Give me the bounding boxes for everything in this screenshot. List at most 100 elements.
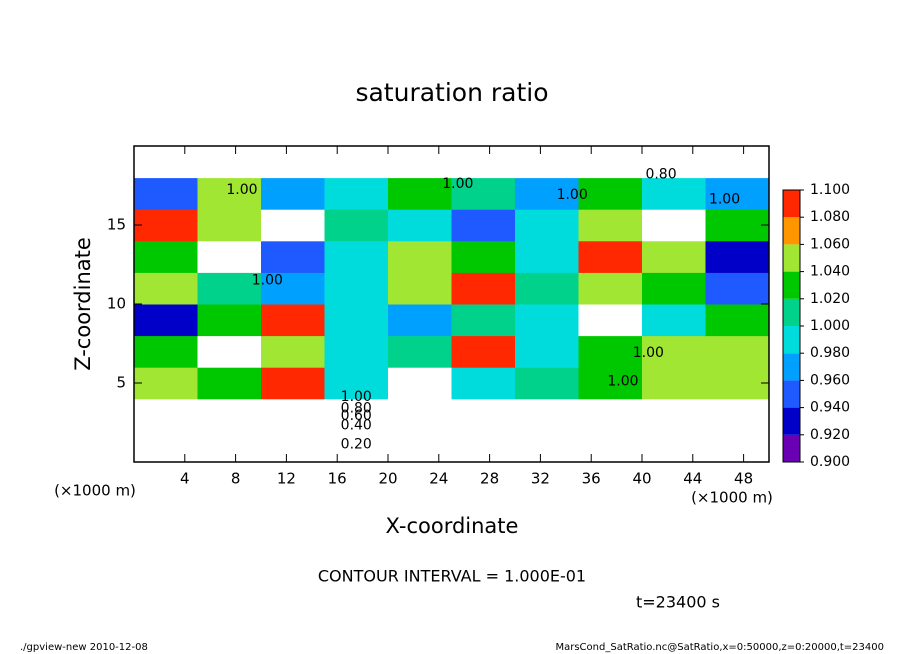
x-unit: (×1000 m) (691, 489, 773, 507)
cell (515, 304, 579, 337)
cell (515, 240, 579, 273)
cell (642, 272, 706, 305)
cell (578, 367, 643, 400)
cell (515, 209, 579, 242)
colorbar-swatch (783, 326, 800, 354)
y-tick-label: 10 (107, 295, 126, 313)
cell (197, 177, 262, 210)
chart-title: saturation ratio (355, 78, 548, 107)
cell (705, 335, 770, 368)
colorbar-label: 1.100 (810, 182, 850, 198)
cell (705, 367, 770, 400)
cell (578, 177, 643, 210)
cell (134, 272, 198, 305)
colorbar-label: 1.060 (810, 236, 850, 252)
x-tick-label: 16 (328, 470, 347, 488)
cell (324, 430, 389, 463)
contour-label: 1.00 (633, 345, 664, 361)
cell (451, 430, 516, 463)
y-tick-label: 5 (116, 374, 126, 392)
footer-right: MarsCond_SatRatio.nc@SatRatio,x=0:50000,… (555, 642, 884, 653)
cell (388, 209, 452, 242)
contour-label: 1.00 (442, 176, 473, 192)
y-tick-label: 15 (107, 216, 126, 234)
cell (515, 335, 579, 368)
cell (324, 177, 389, 210)
cell (515, 177, 579, 210)
x-tick-label: 48 (734, 470, 753, 488)
cell (324, 304, 389, 337)
contour-label: 0.40 (341, 418, 372, 434)
cell (515, 146, 579, 179)
cell (451, 240, 516, 273)
cell (261, 240, 325, 273)
cell (642, 304, 706, 337)
colorbar-label: 1.000 (810, 318, 850, 334)
cell (134, 240, 198, 273)
contour-label: 1.00 (709, 192, 740, 208)
cell (197, 367, 262, 400)
cell (451, 272, 516, 305)
time-label: t=23400 s (636, 593, 720, 612)
x-tick-label: 44 (683, 470, 702, 488)
cell (197, 146, 262, 179)
cell (578, 335, 643, 368)
cell (388, 398, 452, 431)
cell (388, 335, 452, 368)
cell (451, 398, 516, 431)
colorbar-label: 0.900 (810, 454, 850, 470)
x-axis-title: X-coordinate (386, 514, 519, 538)
cell (705, 304, 770, 337)
colorbar-label: 1.080 (810, 209, 850, 225)
colorbar-label: 1.040 (810, 264, 850, 280)
cell (261, 304, 325, 337)
cell (197, 272, 262, 305)
y-unit: (×1000 m) (54, 482, 136, 500)
cell (197, 209, 262, 242)
cell (642, 335, 706, 368)
cell (197, 430, 262, 463)
cell (515, 272, 579, 305)
cell (705, 209, 770, 242)
cell (705, 240, 770, 273)
colorbar-label: 0.960 (810, 372, 850, 388)
cell (134, 146, 198, 179)
cell (515, 367, 579, 400)
contour-note: CONTOUR INTERVAL = 1.000E-01 (318, 567, 586, 586)
cell (261, 146, 325, 179)
colorbar-label: 1.020 (810, 291, 850, 307)
contour-label: 0.80 (645, 166, 676, 182)
colorbar-label: 0.940 (810, 400, 850, 416)
cell (197, 398, 262, 431)
cell (451, 367, 516, 400)
colorbar-swatch (783, 407, 800, 435)
cell (578, 304, 643, 337)
cell (388, 272, 452, 305)
cell (515, 430, 579, 463)
cell (324, 209, 389, 242)
x-tick-label: 40 (632, 470, 651, 488)
cell (578, 240, 643, 273)
cell (642, 430, 706, 463)
cell (388, 146, 452, 179)
contour-label: 0.60 (341, 408, 372, 424)
cell (324, 240, 389, 273)
contour-label: 1.00 (607, 373, 638, 389)
contour-label: 0.80 (341, 400, 372, 416)
colorbar-swatch (783, 190, 800, 218)
cell (197, 335, 262, 368)
contour-label: 1.00 (341, 389, 372, 405)
cell (705, 272, 770, 305)
x-tick-label: 12 (277, 470, 296, 488)
cell (642, 209, 706, 242)
cell (324, 272, 389, 305)
cell (642, 240, 706, 273)
colorbar-swatch (783, 298, 800, 326)
cell (451, 146, 516, 179)
cell (197, 240, 262, 273)
cell (324, 367, 389, 400)
x-tick-label: 36 (582, 470, 601, 488)
cell (134, 209, 198, 242)
cell (642, 398, 706, 431)
